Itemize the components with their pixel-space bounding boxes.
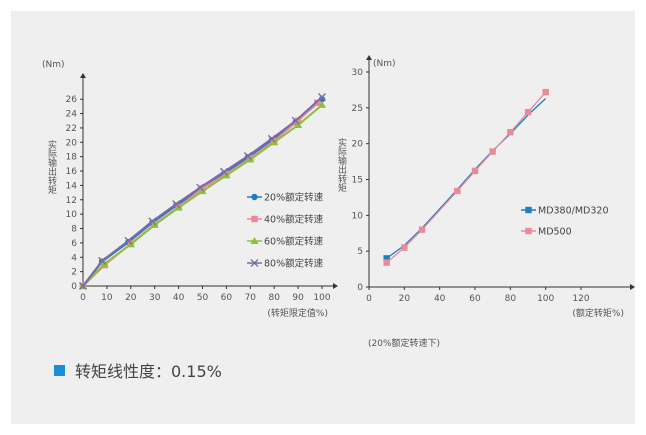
chart1-y-tick-label: 18 <box>66 153 78 163</box>
chart1-x-tick-label: 10 <box>101 293 113 303</box>
chart1-y-tick-label: 26 <box>66 95 78 105</box>
chart1-series-3-point <box>294 121 303 129</box>
chart2-series-2-point <box>507 129 514 136</box>
chart1-x-tick-label: 40 <box>173 293 185 303</box>
chart1-y-tick-label: 20 <box>66 138 78 148</box>
chart1-y-tick-label: 16 <box>66 167 78 177</box>
chart1-y-tick-label: 10 <box>66 210 78 220</box>
chart2-series-2-point <box>383 259 390 266</box>
chart1-series-2-point <box>294 117 302 124</box>
chart2-x-tick-label: 20 <box>399 294 411 304</box>
chart2-legend-label: MD500 <box>538 227 572 238</box>
chart2-y-axis-label: 实际输出转矩 <box>336 137 347 193</box>
chart2-series-2-point <box>418 226 426 233</box>
chart2-series-2-point <box>542 88 549 96</box>
linearity-summary: 转矩线性度：0.15% <box>54 358 222 382</box>
chart1-x-tick-label: 90 <box>292 293 304 303</box>
chart1-series-4-point <box>172 200 181 209</box>
chart1-x-tick-label: 20 <box>125 293 137 303</box>
chart1-series-3-point <box>318 100 326 108</box>
chart2-x-tick-label: 120 <box>572 294 589 304</box>
chart1-x-tick-label: 70 <box>245 293 257 303</box>
chart1-x-tick-label: 30 <box>149 293 161 303</box>
chart1-y-unit: (Nm) <box>42 60 65 70</box>
chart1-y-tick-label: 2 <box>71 268 77 278</box>
chart1-legend-marker <box>250 259 259 267</box>
chart1-series-4-point <box>124 236 133 245</box>
chart2-x-tick-label: 80 <box>505 294 517 304</box>
chart1-legend-marker <box>251 215 258 223</box>
chart1-y-tick-label: 24 <box>66 110 78 120</box>
chart2-series-2-point <box>401 244 408 251</box>
chart2-x-tick-label: 0 <box>366 294 372 304</box>
chart1-series-2-point <box>314 99 321 106</box>
chart1-series-4-point <box>318 93 326 102</box>
chart1-x-axis-arrow <box>333 283 338 289</box>
chart-footnote: (20%额定转速下) <box>368 339 441 349</box>
chart1-x-tick-label: 50 <box>197 293 209 303</box>
chart1-y-tick-label: 22 <box>66 124 77 134</box>
chart2-y-tick-label: 15 <box>352 176 363 186</box>
chart1-x-tick-label: 100 <box>313 293 330 303</box>
chart2-series-1-line <box>386 98 547 259</box>
chart2-x-tick-label: 40 <box>434 294 446 304</box>
chart2-x-tick-label: 100 <box>537 294 554 304</box>
chart1-y-tick-label: 14 <box>66 181 78 191</box>
chart1-y-axis-label: 实际输出转矩 <box>46 139 57 195</box>
chart1-x-tick-label: 0 <box>80 293 86 303</box>
chart2-y-axis-arrow <box>366 55 372 60</box>
chart1-x-tick-label: 60 <box>221 293 233 303</box>
chart2-series-2-point <box>471 167 479 175</box>
chart1-legend-label: 60%额定转速 <box>264 236 324 248</box>
chart1-x-axis-label: (转矩限定值%) <box>267 307 328 319</box>
chart1-y-tick-label: 6 <box>71 239 77 249</box>
chart1-series-4-point <box>243 151 252 160</box>
chart2-series-2-line <box>386 91 547 264</box>
chart1-series-4-point <box>267 134 276 143</box>
chart2-y-tick-label: 30 <box>352 68 364 78</box>
chart1-y-tick-label: 4 <box>71 253 77 263</box>
chart2-x-tick-label: 60 <box>469 294 481 304</box>
chart2-y-tick-label: 20 <box>352 140 364 150</box>
chart2-y-tick-label: 5 <box>357 247 363 257</box>
chart2-y-tick-label: 25 <box>352 104 363 114</box>
chart1-x-tick-label: 80 <box>268 293 280 303</box>
chart1-legend-label: 80%额定转速 <box>264 258 324 270</box>
chart1-series-4-point <box>79 282 87 290</box>
chart1-legend-marker <box>251 193 258 201</box>
chart1-y-tick-label: 8 <box>71 225 77 235</box>
chart1-series-4-point <box>148 217 157 226</box>
chart1-series-4-point <box>291 116 300 125</box>
chart2-y-unit: (Nm) <box>373 59 396 69</box>
chart1-y-tick-label: 12 <box>66 196 77 206</box>
chart1-legend-marker <box>250 237 259 244</box>
chart2-x-axis-arrow <box>630 284 635 290</box>
chart1-series-4-point <box>220 167 229 176</box>
summary-text: 转矩线性度：0.15% <box>75 362 222 381</box>
chart1-series-4-point <box>98 256 107 265</box>
chart1-series-4-point <box>196 183 205 192</box>
summary-square-icon <box>54 364 65 376</box>
chart1-y-tick-label: 0 <box>71 282 77 292</box>
chart2-series-1-point <box>383 255 390 262</box>
chart2-series-2-point <box>524 108 532 116</box>
figure-panel <box>11 11 635 424</box>
chart2-legend-marker <box>525 206 532 214</box>
chart2-legend-marker <box>525 227 532 235</box>
chart2-legend-label: MD380/MD320 <box>538 206 609 217</box>
chart2-y-tick-label: 10 <box>352 211 364 221</box>
chart2-x-axis-label: (额定转矩%) <box>572 307 624 319</box>
chart2-series-2-point <box>454 187 461 195</box>
chart2-y-tick-label: 0 <box>357 283 363 293</box>
chart1-legend-label: 40%额定转速 <box>264 214 324 226</box>
chart2-series-2-point <box>489 148 496 155</box>
chart1-y-axis-arrow <box>80 73 86 78</box>
chart1-legend-label: 20%额定转速 <box>264 192 324 204</box>
